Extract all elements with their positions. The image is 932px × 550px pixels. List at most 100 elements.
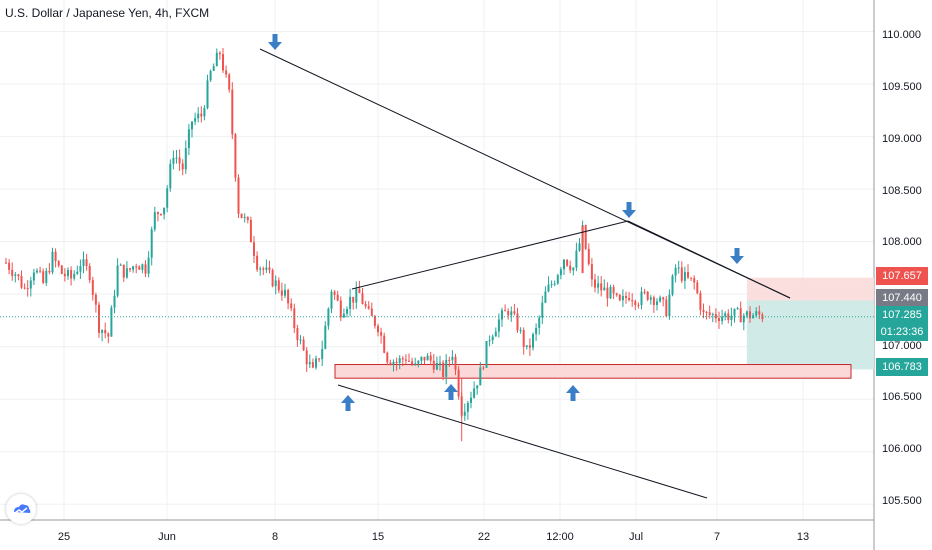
candle-body	[262, 268, 265, 270]
candle-body	[516, 313, 519, 331]
candle-body	[677, 267, 680, 269]
candle-body	[597, 283, 600, 288]
candle-body	[485, 341, 488, 368]
tradingview-logo[interactable]	[6, 494, 36, 524]
candle-body	[63, 273, 66, 277]
candle-body	[113, 295, 116, 308]
candle-body	[553, 283, 556, 285]
candle-body	[51, 251, 54, 273]
candle-body	[643, 291, 646, 293]
y-tick-label: 106.000	[882, 443, 922, 455]
candle-body	[404, 359, 407, 361]
candle-body	[259, 268, 262, 270]
candle-body	[482, 367, 485, 369]
candle-body	[321, 348, 324, 360]
candle-body	[637, 304, 640, 306]
up-arrow-icon	[444, 384, 458, 400]
candle-body	[755, 311, 758, 316]
candle-body	[445, 359, 448, 377]
candle-body	[94, 294, 97, 305]
candle-body	[634, 301, 637, 305]
candle-body	[432, 360, 435, 370]
candle-body	[612, 287, 615, 294]
candle-body	[646, 292, 649, 300]
x-tick-label: 13	[797, 531, 809, 543]
candle-body	[522, 330, 525, 347]
candle-body	[370, 308, 373, 316]
candle-body	[559, 269, 562, 276]
extension-trendline	[627, 220, 791, 299]
candle-body	[228, 74, 231, 90]
candle-body	[42, 271, 45, 283]
down-arrow-icon	[622, 202, 636, 218]
candle-body	[268, 267, 271, 271]
candle-body	[125, 268, 128, 278]
y-tick-label: 109.000	[882, 133, 922, 145]
target-price-tag: 106.783	[876, 358, 928, 376]
candle-body	[116, 265, 119, 296]
candle-body	[535, 327, 538, 335]
candle-body	[311, 362, 314, 368]
candle-body	[14, 274, 17, 276]
last-price-tag: 107.285	[876, 306, 928, 324]
candle-body	[454, 356, 457, 370]
candle-body	[411, 361, 414, 365]
candle-body	[45, 270, 48, 283]
candle-body	[513, 311, 516, 314]
candle-body	[132, 266, 135, 270]
candle-body	[85, 259, 88, 266]
candle-body	[349, 296, 352, 309]
candle-body	[476, 385, 479, 389]
candle-body	[510, 311, 513, 316]
y-tick-label: 108.000	[882, 236, 922, 248]
candle-body	[26, 288, 29, 290]
candle-body	[160, 213, 162, 215]
candle-body	[191, 121, 193, 130]
candle-body	[649, 297, 652, 300]
candle-body	[507, 310, 510, 316]
candle-body	[401, 358, 404, 360]
support-zone	[334, 364, 852, 379]
candle-body	[724, 313, 727, 317]
lower-support-trendline	[337, 384, 708, 499]
candle-body	[144, 264, 147, 274]
candle-body	[628, 298, 631, 301]
candle-body	[504, 310, 507, 312]
candle-body	[197, 113, 200, 119]
candle-body	[380, 332, 383, 336]
candle-body	[218, 52, 221, 55]
candle-body	[29, 280, 32, 289]
candle-body	[175, 157, 178, 159]
candle-body	[166, 188, 169, 208]
candle-body	[200, 113, 203, 117]
candle-body	[296, 328, 299, 340]
candle-body	[417, 360, 420, 364]
y-tick-label: 107.000	[882, 340, 922, 352]
candle-body	[76, 271, 79, 274]
candle-body	[603, 287, 606, 291]
candle-body	[625, 296, 627, 299]
candle-body	[587, 248, 590, 265]
down-arrow-icon	[730, 248, 744, 264]
candle-body	[324, 325, 327, 349]
candle-body	[352, 296, 355, 303]
candle-body	[408, 360, 410, 362]
candle-body	[659, 297, 662, 302]
candle-body	[79, 266, 82, 272]
candle-body	[240, 213, 243, 218]
rising-top-trendline	[351, 220, 629, 290]
candle-body	[479, 367, 482, 386]
candle-body	[274, 280, 277, 287]
candle-body	[23, 287, 26, 289]
candle-body	[302, 339, 305, 351]
candle-body	[163, 207, 166, 215]
stop-price-tag: 107.657	[876, 267, 928, 285]
candle-body	[169, 163, 172, 189]
candle-body	[8, 262, 11, 270]
candle-body	[640, 291, 643, 305]
candle-body	[277, 280, 280, 291]
candle-body	[714, 314, 717, 319]
candle-body	[488, 340, 491, 342]
